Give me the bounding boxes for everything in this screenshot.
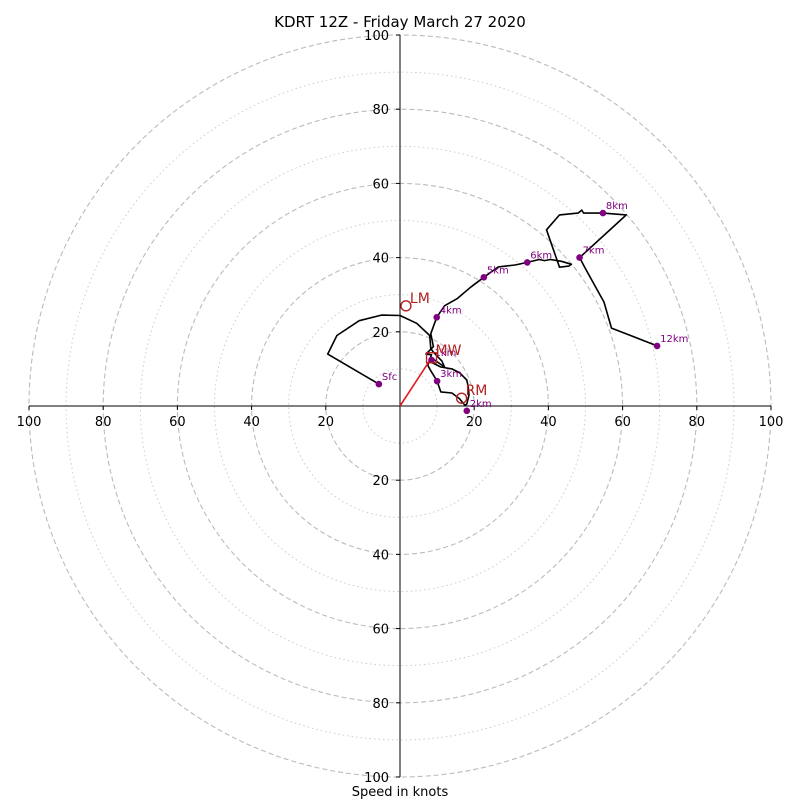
height-marker-4km (433, 314, 441, 321)
y-tick-label: 60 (372, 623, 389, 638)
tick-labels: 100 80 60 40 20 20 40 60 80 100 100 80 60 40 20 20 40 60 8… (17, 29, 784, 786)
x-tick-label: 20 (318, 415, 335, 430)
y-tick-label: 80 (372, 103, 389, 118)
x-tick-label: 80 (689, 415, 706, 430)
height-marker-3km (433, 377, 441, 385)
storm-motion-marker-rm (455, 392, 468, 404)
storm-motion-label-rm: RM (466, 383, 488, 399)
height-label-6km: 6km (530, 250, 552, 261)
y-tick-label: 100 (364, 29, 389, 44)
y-tick-label: 40 (372, 252, 389, 267)
x-tick-label: 40 (243, 415, 260, 430)
height-label-5km: 5km (487, 265, 509, 276)
hodograph-trace (326, 209, 658, 407)
x-tick-label: 20 (466, 415, 483, 430)
y-tick-label: 60 (372, 177, 389, 192)
height-marker-sfc (375, 380, 383, 388)
height-marker-5km (480, 273, 488, 281)
height-label-1km: 1km (435, 348, 457, 359)
height-label-2km: 2km (470, 399, 492, 410)
y-tick-label: 20 (372, 326, 389, 341)
y-tick-label: 40 (372, 548, 389, 563)
height-label-3km: 3km (440, 369, 462, 380)
x-tick-label: 80 (95, 415, 112, 430)
storm-motion-label-mw: MW (436, 343, 462, 359)
x-tick-label: 60 (614, 415, 631, 430)
chart-title: KDRT 12Z - Friday March 27 2020 (274, 13, 526, 31)
hodograph-trace-group (326, 209, 658, 407)
y-tick-label: 80 (372, 697, 389, 712)
y-tick-label: 20 (372, 474, 389, 489)
height-label-sfc: Sfc (382, 372, 397, 383)
storm-motion-label-lm: LM (410, 291, 430, 307)
height-marker-12km (653, 342, 661, 350)
storm-motion-marker-lm (400, 300, 412, 312)
x-tick-label: 60 (169, 415, 186, 430)
height-label-12km: 12km (660, 334, 688, 345)
shear-vector (399, 357, 433, 407)
height-marker-6km (523, 259, 531, 266)
height-label-7km: 7km (583, 246, 605, 257)
x-tick-label: 40 (540, 415, 557, 430)
storm-motion-markers: LM MW RM (400, 291, 488, 404)
x-axis-label: Speed in knots (352, 785, 449, 800)
height-marker-7km (576, 254, 583, 261)
y-tick-label: 100 (364, 771, 389, 786)
height-label-4km: 4km (440, 305, 462, 316)
height-markers: Sfc 1km 2km 3km 4km 5km 6km 7km 8km 12km (375, 201, 688, 415)
x-tick-label: 100 (759, 415, 784, 430)
storm-motion-marker-mw (425, 352, 438, 364)
height-marker-2km (463, 407, 471, 415)
height-marker-1km (428, 356, 435, 364)
height-marker-8km (599, 209, 607, 217)
height-label-8km: 8km (606, 201, 628, 212)
x-tick-label: 100 (17, 415, 42, 430)
